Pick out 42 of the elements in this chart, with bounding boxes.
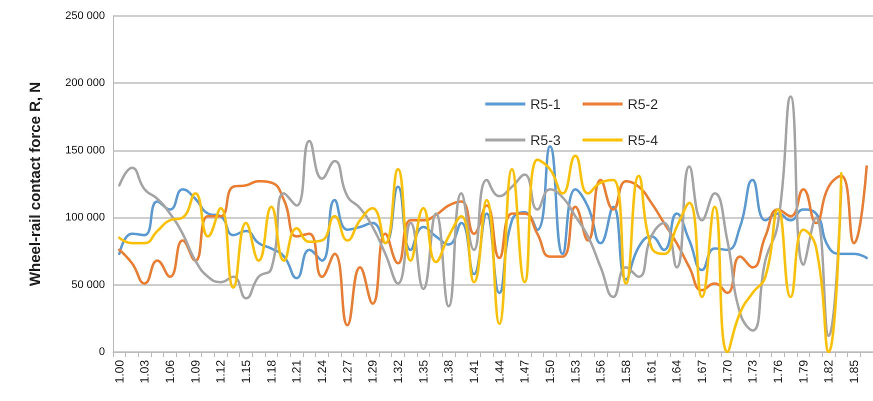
x-tick-label: 1.82	[822, 360, 836, 384]
y-tick-label: 50 000	[71, 278, 105, 291]
x-tick-label: 1.64	[670, 360, 684, 384]
x-tick-label: 1.18	[264, 360, 278, 384]
x-tick-label: 1.35	[416, 360, 430, 384]
y-tick-label: 250 000	[65, 10, 105, 22]
line-series	[118, 154, 843, 354]
x-tick-label: 1.44	[492, 360, 506, 384]
x-tick-label: 1.85	[847, 360, 861, 384]
x-tick-label: 1.58	[619, 360, 633, 384]
x-tick-label: 1.29	[366, 360, 380, 384]
x-tick-label: 1.00	[112, 360, 126, 384]
y-tick-label: 200 000	[65, 77, 105, 90]
x-tick-label: 1.41	[467, 360, 481, 384]
x-tick-label: 1.76	[771, 360, 785, 384]
x-tick-label: 1.21	[290, 360, 304, 384]
x-tick-label: 1.38	[442, 360, 456, 384]
y-axis-title: Wheel-rail contact force R, N	[27, 82, 44, 286]
y-tick-label: 100 000	[65, 212, 105, 224]
x-tick-label: 1.50	[543, 360, 557, 384]
x-tick-label: 1.15	[239, 360, 253, 384]
x-tick-label: 1.61	[644, 360, 658, 384]
y-tick-label: 0	[98, 346, 105, 358]
x-tick-label: 1.56	[594, 360, 608, 384]
x-tick-label: 1.79	[796, 360, 810, 384]
x-tick-label: 1.24	[315, 360, 329, 384]
x-tick-label: 1.12	[214, 360, 228, 384]
x-tick-label: 1.32	[391, 360, 405, 384]
legend-label: R5-3	[530, 132, 561, 148]
x-tick-label: 1.53	[568, 360, 582, 384]
x-tick-label: 1.73	[746, 360, 760, 384]
legend-label: R5-1	[530, 96, 561, 112]
x-tick-label: 1.09	[188, 360, 202, 384]
x-tick-label: 1.06	[163, 360, 177, 384]
x-tick-label: 1.70	[720, 360, 734, 384]
legend-label: R5-4	[628, 132, 658, 148]
x-tick-label: 1.03	[138, 360, 152, 384]
y-tick-label: 150 000	[65, 144, 105, 156]
x-tick-label: 1.67	[695, 360, 709, 384]
x-tick-label: 1.47	[518, 360, 532, 384]
legend-label: R5-2	[628, 96, 658, 112]
x-tick-label: 1.27	[340, 360, 354, 384]
